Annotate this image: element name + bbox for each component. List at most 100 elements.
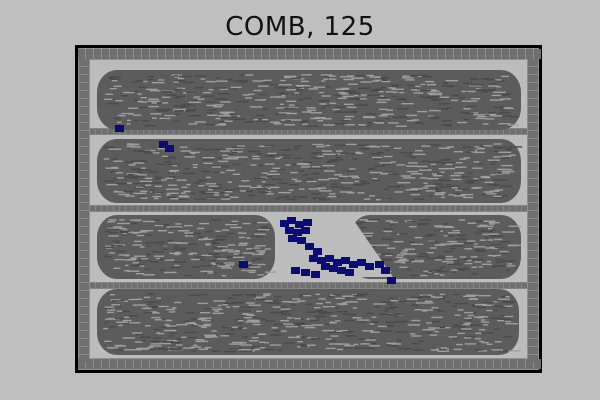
comb-texture bbox=[258, 191, 269, 193]
comb-texture bbox=[227, 181, 233, 183]
comb-texture bbox=[471, 266, 477, 268]
comb-texture bbox=[154, 185, 162, 187]
comb-texture bbox=[503, 107, 512, 109]
comb-texture bbox=[442, 82, 449, 84]
comb-texture bbox=[464, 322, 471, 324]
frame-brick bbox=[79, 83, 89, 90]
comb-texture bbox=[322, 124, 335, 126]
comb-texture bbox=[255, 298, 266, 300]
comb-texture bbox=[421, 310, 428, 312]
comb-texture bbox=[325, 86, 331, 88]
wall-bar-segment bbox=[354, 206, 359, 211]
comb-texture bbox=[427, 144, 441, 146]
comb-texture bbox=[195, 256, 205, 258]
frame-brick bbox=[518, 49, 525, 59]
wall-bar-segment bbox=[384, 206, 389, 211]
comb-texture bbox=[264, 163, 275, 165]
comb-texture bbox=[340, 93, 349, 95]
comb-texture bbox=[205, 80, 216, 83]
comb-texture bbox=[279, 306, 287, 308]
comb-texture bbox=[466, 294, 478, 296]
comb-texture bbox=[193, 344, 198, 346]
comb-texture bbox=[384, 324, 393, 327]
comb-texture bbox=[237, 81, 249, 83]
comb-texture bbox=[408, 190, 418, 193]
comb-texture bbox=[474, 337, 481, 340]
frame-brick bbox=[286, 49, 293, 59]
frame-brick bbox=[206, 359, 213, 369]
comb-texture bbox=[415, 74, 428, 77]
comb-texture bbox=[187, 104, 195, 106]
comb-texture bbox=[274, 87, 288, 89]
comb-texture bbox=[178, 230, 190, 232]
comb-texture bbox=[140, 184, 146, 187]
comb-texture bbox=[461, 328, 472, 330]
comb-texture bbox=[301, 325, 314, 327]
frame-brick bbox=[528, 203, 538, 210]
comb-texture bbox=[209, 184, 223, 186]
comb-texture bbox=[120, 115, 126, 117]
comb-texture bbox=[181, 336, 189, 338]
comb-texture bbox=[405, 79, 415, 81]
comb-texture bbox=[216, 238, 226, 240]
frame-brick bbox=[79, 323, 89, 330]
comb-texture bbox=[213, 106, 223, 108]
frame-brick bbox=[438, 49, 445, 59]
wall-bar-segment bbox=[174, 206, 179, 211]
comb-texture bbox=[492, 179, 502, 181]
comb-texture bbox=[306, 180, 317, 183]
comb-texture bbox=[245, 294, 257, 296]
comb-texture bbox=[165, 188, 179, 190]
comb-texture bbox=[347, 106, 357, 108]
frame-brick bbox=[79, 299, 89, 306]
comb-texture bbox=[225, 158, 239, 160]
comb-texture bbox=[453, 326, 466, 328]
comb-texture bbox=[453, 324, 460, 326]
frame-brick bbox=[246, 49, 253, 59]
comb-texture bbox=[395, 125, 407, 127]
comb-texture bbox=[345, 301, 358, 303]
comb-texture bbox=[431, 316, 443, 319]
comb-texture bbox=[139, 162, 145, 164]
comb-texture bbox=[269, 153, 279, 156]
comb-texture bbox=[357, 180, 368, 182]
comb-texture bbox=[255, 245, 266, 247]
comb-texture bbox=[365, 220, 378, 222]
frame-brick bbox=[142, 49, 149, 59]
comb-texture bbox=[434, 259, 442, 261]
comb-texture bbox=[471, 305, 477, 308]
comb-texture bbox=[302, 111, 312, 113]
comb-texture bbox=[237, 101, 249, 103]
comb-texture bbox=[334, 95, 342, 97]
wall-bar-segment bbox=[210, 206, 215, 211]
comb-texture bbox=[502, 155, 512, 157]
frame-brick bbox=[262, 49, 269, 59]
comb-texture bbox=[145, 253, 152, 256]
comb-texture bbox=[391, 88, 404, 90]
comb-texture bbox=[487, 183, 500, 186]
comb-texture bbox=[205, 335, 216, 337]
wall-bar-segment bbox=[444, 129, 449, 134]
comb-texture bbox=[477, 229, 486, 232]
comb-texture bbox=[508, 350, 521, 352]
comb-texture bbox=[251, 295, 256, 297]
comb-texture bbox=[370, 153, 381, 155]
comb-texture bbox=[369, 171, 383, 174]
wall-bar-segment bbox=[510, 129, 515, 134]
frame-brick bbox=[230, 359, 237, 369]
comb-texture bbox=[443, 96, 449, 98]
wall-bar-segment bbox=[264, 283, 269, 288]
comb-texture bbox=[140, 339, 146, 342]
comb-texture bbox=[158, 305, 169, 308]
comb-texture bbox=[136, 263, 145, 266]
comb-texture bbox=[188, 233, 195, 236]
comb-texture bbox=[150, 340, 161, 343]
comb-texture bbox=[494, 80, 505, 82]
comb-texture bbox=[218, 121, 229, 123]
comb-texture bbox=[147, 346, 154, 349]
comb-texture bbox=[173, 113, 181, 116]
comb-texture bbox=[445, 301, 452, 303]
comb-texture bbox=[431, 99, 440, 101]
frame-brick bbox=[79, 227, 89, 234]
comb-texture bbox=[429, 334, 438, 336]
